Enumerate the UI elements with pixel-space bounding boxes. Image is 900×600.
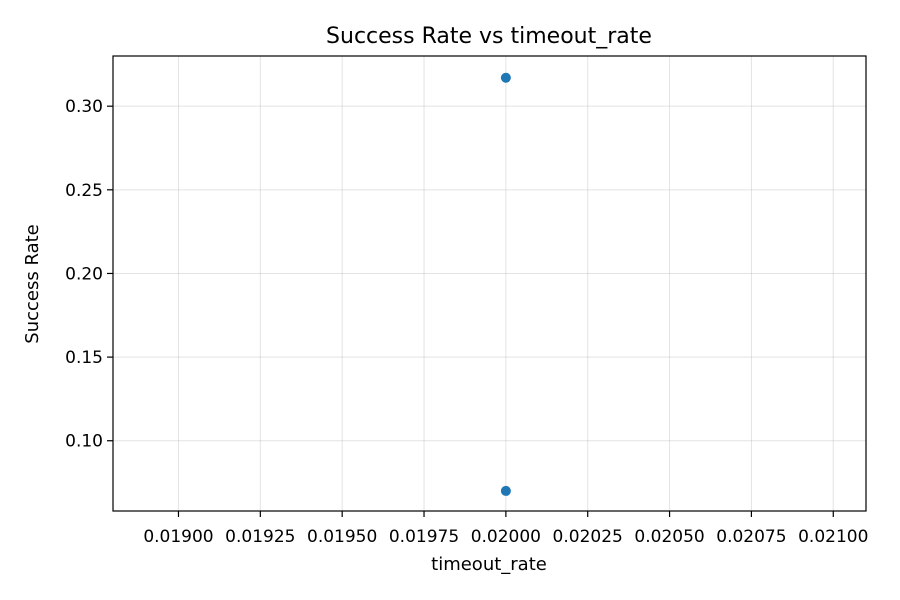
y-tick-label: 0.10 — [65, 432, 103, 452]
data-point — [500, 485, 511, 496]
x-tick-label: 0.01925 — [225, 527, 295, 547]
y-tick-label: 0.15 — [65, 348, 103, 368]
x-tick-label: 0.02000 — [471, 527, 541, 547]
grid — [113, 56, 866, 511]
x-tick-label: 0.02075 — [716, 527, 786, 547]
y-axis-label: Success Rate — [22, 224, 43, 343]
data-point — [500, 72, 511, 83]
y-axis: 0.10 0.15 0.20 0.25 0.30 — [65, 97, 113, 452]
y-tick-label: 0.25 — [65, 181, 103, 201]
x-axis: 0.01900 0.01925 0.01950 0.01975 0.02000 0.020… — [143, 511, 868, 547]
y-tick-label: 0.20 — [65, 264, 103, 284]
x-tick-label: 0.01975 — [389, 527, 459, 547]
x-tick-label: 0.02050 — [634, 527, 704, 547]
data-points — [500, 72, 511, 496]
x-tick-label: 0.02100 — [798, 527, 868, 547]
y-tick-label: 0.30 — [65, 97, 103, 117]
x-tick-label: 0.02025 — [553, 527, 623, 547]
x-tick-label: 0.01950 — [307, 527, 377, 547]
x-axis-label: timeout_rate — [431, 554, 547, 575]
plot-frame — [112, 55, 867, 512]
chart-title: Success Rate vs timeout_rate — [326, 24, 652, 49]
x-tick-label: 0.01900 — [143, 527, 213, 547]
